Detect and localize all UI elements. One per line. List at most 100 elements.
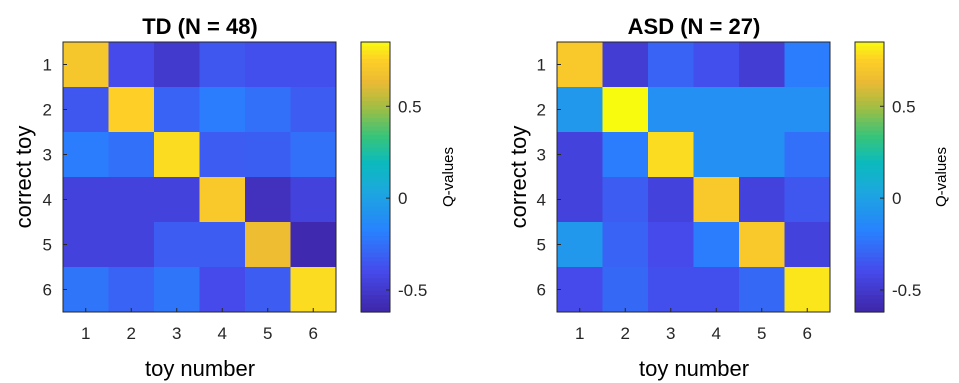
colorbar-segment: [361, 231, 390, 237]
colorbar-segment: [361, 164, 390, 170]
colorbar-segment: [361, 84, 390, 90]
heatmap-cell: [245, 87, 291, 133]
heatmap-cell: [199, 132, 246, 178]
heatmap-cell: [245, 177, 291, 223]
colorbar-segment: [361, 113, 390, 119]
colorbar-segment: [361, 63, 390, 68]
heatmap-cell: [557, 87, 603, 133]
y-tick-label: 2: [43, 101, 52, 120]
colorbar-segment: [855, 160, 884, 165]
heatmap-cell: [557, 222, 603, 268]
colorbar-tick-label: -0.5: [892, 281, 921, 300]
colorbar-segment: [855, 185, 884, 191]
plot-frame: [62, 41, 337, 313]
colorbar-segment: [361, 130, 390, 136]
heatmap-cell: [108, 132, 155, 178]
x-tick-label: 1: [81, 324, 90, 343]
colorbar-segment: [855, 261, 884, 267]
colorbar-tick-label: 0: [398, 189, 407, 208]
colorbar-segment: [361, 202, 390, 208]
heatmap-cell: [199, 267, 246, 313]
heatmap-cell: [63, 87, 109, 133]
colorbar-segment: [855, 240, 884, 246]
colorbar-segment: [855, 198, 884, 203]
heatmap-cell: [290, 42, 337, 88]
colorbar-segment: [855, 202, 884, 208]
heatmap-cell: [290, 267, 337, 313]
heatmap-cell: [648, 177, 694, 223]
colorbar-segment: [855, 269, 884, 275]
heatmap-cell: [784, 177, 831, 223]
panel-asd: ASD (N = 27) 1 2 3 4 5 6 1 2 3 4 5 6 toy number co…: [506, 14, 950, 381]
colorbar-segment: [855, 274, 884, 279]
heatmap-cells: [557, 42, 831, 313]
heatmap-cell: [739, 222, 785, 268]
colorbar-segment: [855, 92, 884, 98]
colorbar-segment: [361, 244, 390, 250]
colorbar-segment: [855, 227, 884, 233]
colorbar-segment: [855, 164, 884, 170]
colorbar-segment: [855, 63, 884, 68]
colorbar-segment: [361, 290, 390, 296]
y-tick-label: 5: [537, 236, 546, 255]
heatmap-cell: [245, 132, 291, 178]
colorbar-segment: [855, 50, 884, 56]
colorbar-segment: [361, 269, 390, 275]
colorbar-segment: [361, 307, 390, 313]
colorbar-segment: [855, 126, 884, 132]
colorbar-segment: [855, 96, 884, 102]
heatmap-cell: [648, 222, 694, 268]
colorbar-segment: [855, 189, 884, 195]
colorbar-segment: [855, 84, 884, 90]
colorbar-segment: [855, 172, 884, 178]
heatmap-cell: [199, 87, 246, 133]
x-tick-label: 3: [666, 324, 675, 343]
colorbar-segment: [855, 282, 884, 288]
heatmap-cell: [63, 222, 109, 268]
colorbar-segment: [361, 67, 390, 73]
x-ticks: 1 2 3 4 5 6: [81, 308, 318, 343]
heatmap-cell: [108, 177, 155, 223]
colorbar-label: Q-values: [440, 147, 457, 207]
colorbar-segment: [361, 214, 390, 220]
x-axis-label: toy number: [145, 356, 255, 381]
colorbar-segment: [361, 240, 390, 246]
x-ticks: 1 2 3 4 5 6: [575, 308, 812, 343]
y-axis-label: correct toy: [11, 126, 36, 229]
heatmap-cell: [648, 42, 694, 88]
colorbar-segment: [361, 181, 390, 187]
heatmap-cell: [108, 42, 155, 88]
colorbar-tick-label: 0: [892, 189, 901, 208]
colorbar-segment: [361, 236, 390, 241]
colorbar-segment: [361, 160, 390, 165]
colorbar-segment: [855, 219, 884, 225]
heatmap-cell: [63, 267, 109, 313]
colorbar-segment: [361, 219, 390, 225]
colorbar: 0.5 0 -0.5: [360, 41, 427, 313]
heatmap-cell: [199, 42, 246, 88]
heatmap-cell: [154, 177, 200, 223]
heatmap-cell: [739, 267, 785, 313]
colorbar-segment: [361, 54, 390, 60]
colorbar-segment: [855, 143, 884, 149]
heatmap-cell: [108, 222, 155, 268]
heatmap-cell: [557, 42, 603, 88]
colorbar-tick-label: 0.5: [892, 97, 916, 116]
colorbar-segment: [361, 134, 390, 140]
colorbar-segment: [361, 92, 390, 98]
heatmap-cell: [63, 132, 109, 178]
colorbar-segment: [361, 286, 390, 292]
heatmap-cell: [602, 42, 649, 88]
y-tick-label: 3: [537, 146, 546, 165]
y-tick-label: 5: [43, 236, 52, 255]
chart-title: TD (N = 48): [142, 14, 258, 39]
colorbar-segment: [855, 295, 884, 300]
heatmap-cell: [693, 267, 740, 313]
heatmap-cell: [557, 132, 603, 178]
x-tick-label: 2: [621, 324, 630, 343]
colorbar-segment: [855, 214, 884, 220]
x-tick-label: 6: [309, 324, 318, 343]
colorbar-segment: [855, 265, 884, 271]
heatmap-cell: [602, 222, 649, 268]
